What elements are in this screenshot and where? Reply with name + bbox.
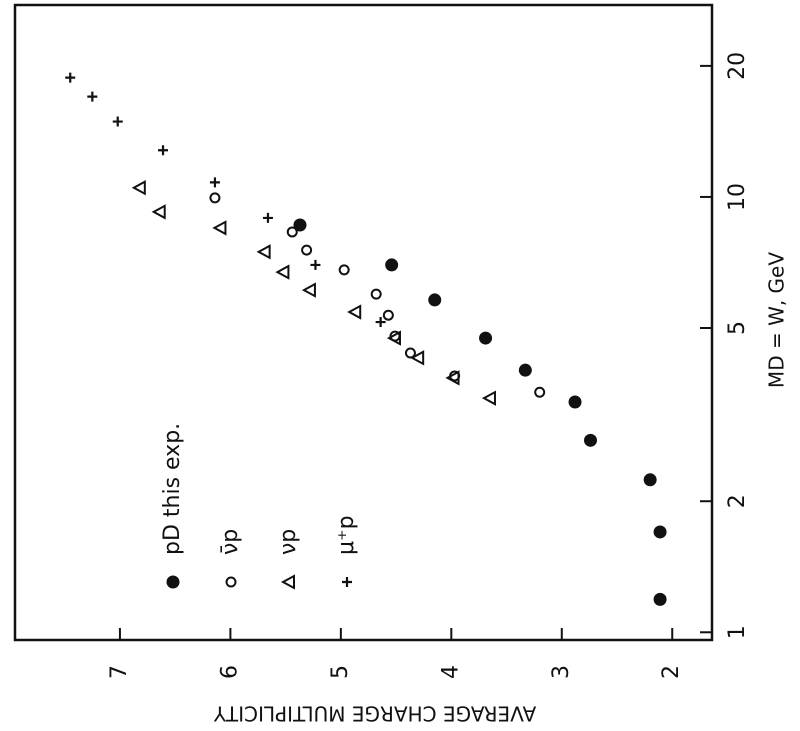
- data-point: [385, 258, 399, 272]
- data-point: [310, 259, 321, 270]
- data-point: [293, 218, 307, 232]
- data-point: [404, 347, 416, 359]
- legend-marker: [225, 576, 237, 588]
- data-point: [518, 363, 532, 377]
- data-point: [256, 244, 271, 260]
- data-point: [301, 282, 316, 298]
- y-axis-label: AVERAGE CHARGE MULTIPLICITY: [213, 702, 536, 726]
- data-point: [275, 264, 290, 280]
- data-point: [583, 433, 597, 447]
- legend-label: ν̄p: [218, 529, 243, 555]
- data-point: [131, 180, 146, 196]
- data-point: [112, 116, 123, 127]
- data-point: [534, 386, 546, 398]
- y-tick-label: 6: [217, 665, 242, 679]
- data-point: [479, 331, 493, 345]
- data-point: [262, 212, 273, 223]
- x-tick-label: 10: [725, 183, 750, 211]
- legend-label: νp: [276, 529, 301, 555]
- data-point: [568, 395, 582, 409]
- data-point: [286, 226, 298, 238]
- y-tick-label: 7: [107, 665, 132, 679]
- x-tick-label: 1: [725, 625, 750, 639]
- x-tick-label: 2: [725, 494, 750, 508]
- data-point: [209, 192, 221, 204]
- plot-frame: [13, 3, 714, 642]
- data-point: [209, 177, 220, 188]
- data-point: [347, 304, 362, 320]
- legend-marker: [342, 577, 352, 587]
- legend-label: pD this exp.: [160, 423, 185, 555]
- data-point: [87, 91, 98, 102]
- data-point: [151, 204, 166, 220]
- y-tick-label: 3: [549, 665, 574, 679]
- data-point: [386, 330, 401, 346]
- x-tick-label: 5: [725, 321, 750, 335]
- data-point: [481, 390, 496, 406]
- data-point: [428, 293, 442, 307]
- data-point: [158, 145, 169, 156]
- legend-label: μ⁺p: [334, 515, 359, 555]
- y-tick-label: 5: [328, 665, 353, 679]
- data-point: [212, 220, 227, 236]
- y-tick-label: 2: [659, 665, 684, 679]
- data-point: [301, 244, 313, 256]
- data-point: [382, 309, 394, 321]
- legend-marker: [166, 575, 180, 589]
- x-tick-label: 20: [725, 52, 750, 80]
- data-point: [65, 72, 76, 83]
- data-point: [643, 473, 657, 487]
- y-tick-label: 4: [438, 665, 463, 679]
- data-point: [375, 317, 386, 328]
- x-axis-label: MD = W, GeV: [765, 252, 789, 388]
- data-point: [653, 592, 667, 606]
- data-point: [370, 288, 382, 300]
- data-point: [653, 525, 667, 539]
- data-point: [410, 350, 425, 366]
- legend-marker: [280, 574, 295, 590]
- data-point: [338, 264, 350, 276]
- data-point: [445, 370, 460, 386]
